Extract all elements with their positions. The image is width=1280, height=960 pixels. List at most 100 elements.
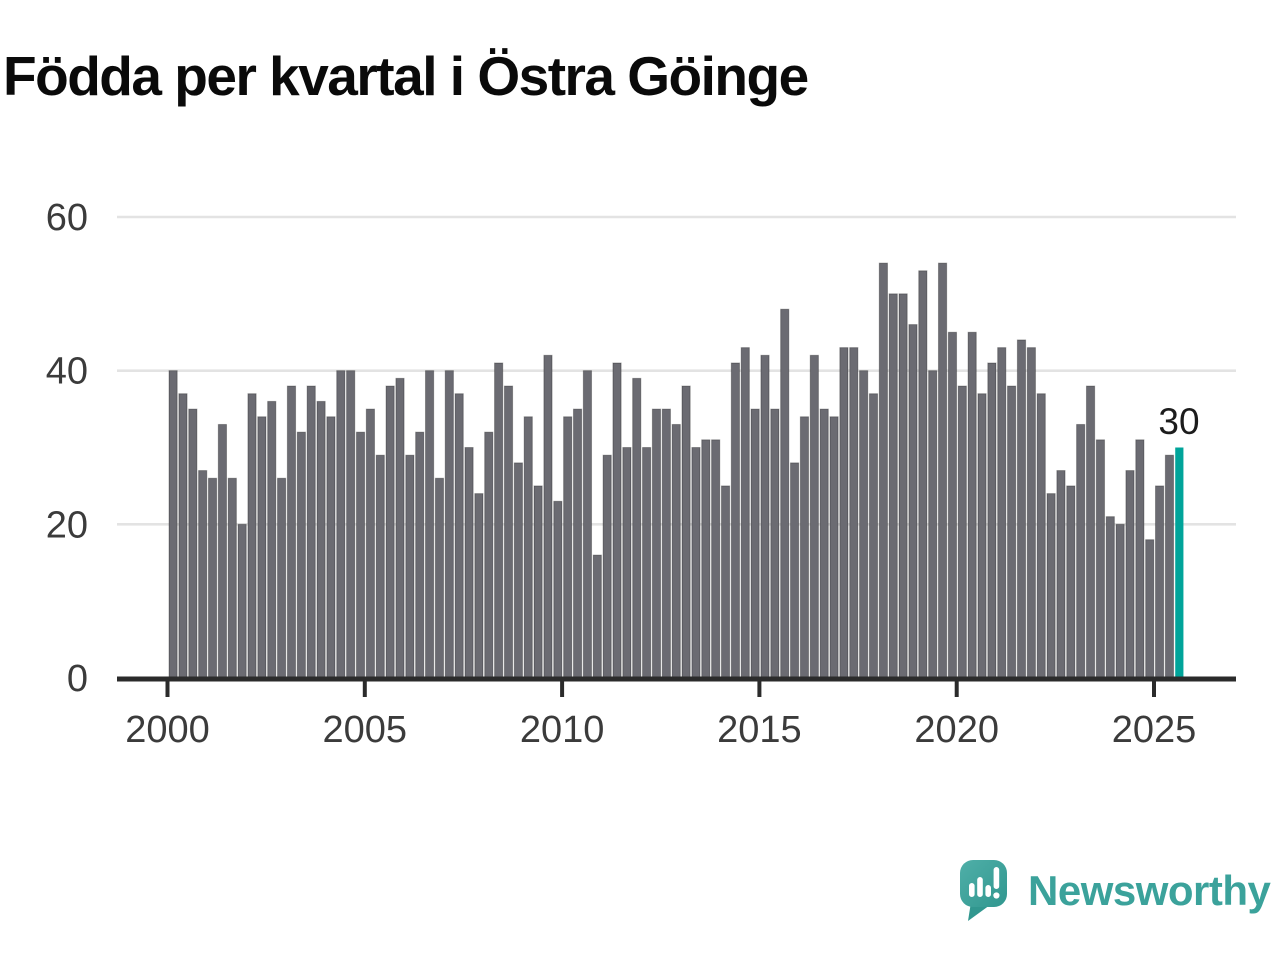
bar (829, 416, 839, 679)
bar (326, 416, 336, 679)
bar (1155, 485, 1165, 679)
bar (888, 293, 898, 679)
bar (918, 270, 928, 679)
bar (336, 370, 346, 679)
bar (1125, 470, 1135, 679)
bar (434, 477, 445, 679)
bar (454, 393, 464, 679)
bar (720, 485, 731, 679)
y-tick-label: 60 (46, 197, 88, 239)
bar (977, 393, 987, 679)
bar (612, 362, 622, 679)
bar (1066, 485, 1076, 679)
bar (207, 477, 218, 679)
x-tick-label: 2010 (520, 709, 605, 751)
x-tick-label: 2025 (1112, 709, 1197, 751)
y-tick-label: 20 (46, 504, 88, 546)
bar (582, 370, 593, 679)
bar (188, 408, 198, 679)
bar (1016, 339, 1027, 679)
bar (1007, 385, 1017, 679)
bar (839, 347, 849, 679)
bar (809, 354, 819, 679)
highlight-value-label: 30 (1158, 401, 1199, 442)
bar (622, 447, 632, 679)
bar (405, 454, 415, 679)
bar (592, 554, 602, 679)
bar (1164, 454, 1175, 679)
bar (642, 447, 652, 679)
highlighted-bar (1175, 447, 1184, 678)
bar (277, 477, 287, 679)
bar (730, 362, 741, 679)
y-tick-label: 0 (67, 658, 88, 700)
bar (632, 377, 642, 679)
yticks-group: 0 20 40 60 (46, 197, 88, 700)
bar (563, 416, 573, 679)
x-tick-label: 2005 (323, 709, 408, 751)
bar (868, 393, 879, 679)
bar (671, 423, 681, 679)
bubble-body (960, 860, 1007, 907)
bar (533, 485, 543, 679)
bar (849, 347, 859, 679)
speech-bubble-bar-chart-icon (960, 860, 1007, 921)
bar (464, 447, 474, 679)
bar (198, 470, 208, 679)
bar (523, 416, 533, 679)
bar (799, 416, 810, 679)
bar (701, 439, 711, 679)
bar (740, 347, 750, 679)
bar (572, 408, 583, 679)
bar (1026, 347, 1036, 679)
bar (987, 362, 997, 679)
page-title: Födda per kvartal i Östra Göinge (3, 45, 809, 107)
xaxis-group: 2000 2005 2010 2015 2020 2025 (125, 681, 1196, 751)
bar (355, 431, 366, 679)
bar (267, 400, 277, 679)
y-tick-label: 40 (46, 351, 88, 393)
bar (1135, 439, 1145, 679)
bar (543, 354, 553, 679)
bar (681, 385, 691, 679)
bar (947, 331, 958, 679)
bar (424, 370, 435, 679)
bar (1036, 393, 1046, 679)
bar (247, 393, 257, 679)
bar (346, 370, 356, 679)
bar (365, 408, 375, 679)
x-tick-label: 2000 (125, 709, 210, 751)
bar (286, 385, 297, 679)
bar (780, 308, 790, 679)
x-tick-label: 2020 (914, 709, 999, 751)
bar (178, 393, 188, 679)
bar (1056, 470, 1066, 679)
bar (1095, 439, 1106, 679)
bar (1115, 523, 1125, 679)
bar (306, 385, 316, 679)
bar (168, 370, 178, 679)
bar (602, 454, 612, 679)
bar (859, 370, 869, 679)
bar (227, 477, 237, 679)
bar (513, 462, 523, 679)
bar (651, 408, 662, 679)
bar (760, 354, 770, 679)
x-tick-label: 2015 (717, 709, 802, 751)
bar (1145, 539, 1155, 679)
bar (1085, 385, 1096, 679)
bar (296, 431, 306, 679)
bar (937, 262, 948, 679)
bar (711, 439, 721, 679)
bar (750, 408, 760, 679)
bar (217, 423, 228, 679)
bar (908, 324, 918, 679)
bar (316, 400, 326, 679)
bar (878, 262, 888, 679)
bar (661, 408, 671, 679)
bar (898, 293, 908, 679)
bar (1076, 423, 1086, 679)
bar (503, 385, 514, 679)
